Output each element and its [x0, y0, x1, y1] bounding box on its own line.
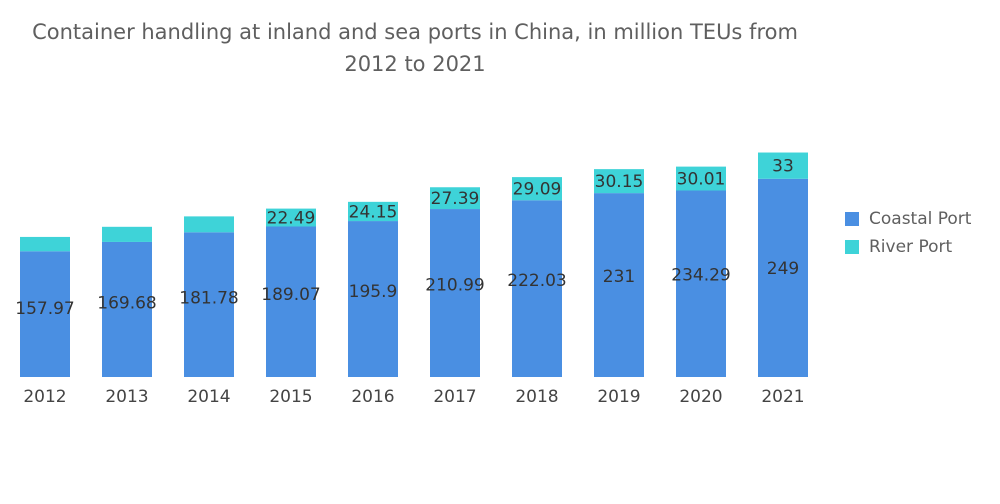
legend-item-coastal-port: Coastal Port	[845, 205, 971, 233]
bars-group: 157.97 169.68 181.78 189.07 22.49 195.9 24.15 2…	[15, 152, 808, 377]
bar-coastal-port-2018	[512, 200, 562, 377]
bar-coastal-port-2021	[758, 178, 808, 377]
bar-river-port-2020	[676, 166, 726, 191]
x-axis-labels: 2012 2013 2014 2015 2016 2017 2018 2019 2020 2021	[23, 387, 804, 407]
data-label-river-port-2017: 27.39	[431, 189, 480, 209]
bar-river-port-2012	[20, 236, 70, 252]
legend-label-river-port: River Port	[869, 237, 953, 257]
data-label-coastal-port-2021: 249	[767, 259, 799, 279]
x-tick-label-2018: 2018	[515, 387, 558, 407]
data-label-coastal-port-2020: 234.29	[671, 265, 730, 285]
bar-river-port-2013	[102, 226, 152, 242]
legend: Coastal Port River Port	[845, 205, 971, 261]
data-label-river-port-2020: 30.01	[677, 170, 726, 190]
data-label-coastal-port-2013: 169.68	[97, 294, 156, 314]
legend-swatch-coastal-port	[845, 212, 859, 226]
bar-coastal-port-2014	[184, 232, 234, 377]
x-tick-label-2017: 2017	[433, 387, 476, 407]
data-label-coastal-port-2017: 210.99	[425, 276, 484, 296]
legend-item-river-port: River Port	[845, 233, 971, 261]
bar-coastal-port-2017	[430, 209, 480, 377]
chart-title: Container handling at inland and sea por…	[0, 16, 830, 80]
data-label-river-port-2019: 30.15	[595, 172, 644, 192]
data-label-river-port-2021: 33	[772, 157, 794, 177]
bar-coastal-port-2015	[266, 226, 316, 377]
bar-river-port-2018	[512, 177, 562, 201]
data-label-coastal-port-2014: 181.78	[179, 288, 238, 308]
bar-river-port-2015	[266, 208, 316, 227]
chart-title-line-1: Container handling at inland and sea por…	[32, 20, 798, 44]
bar-river-port-2017	[430, 187, 480, 210]
x-tick-label-2015: 2015	[269, 387, 312, 407]
x-tick-label-2021: 2021	[761, 387, 804, 407]
data-label-river-port-2015: 22.49	[267, 209, 316, 229]
data-label-coastal-port-2018: 222.03	[507, 271, 566, 291]
x-tick-label-2014: 2014	[187, 387, 230, 407]
data-label-coastal-port-2016: 195.9	[349, 282, 398, 302]
x-tick-label-2016: 2016	[351, 387, 394, 407]
bar-coastal-port-2019	[594, 193, 644, 377]
x-tick-label-2013: 2013	[105, 387, 148, 407]
legend-label-coastal-port: Coastal Port	[869, 209, 972, 229]
data-label-coastal-port-2015: 189.07	[261, 285, 320, 305]
legend-swatch-river-port	[845, 240, 859, 254]
data-label-coastal-port-2019: 231	[603, 267, 635, 287]
bar-coastal-port-2020	[676, 190, 726, 377]
data-label-river-port-2018: 29.09	[513, 180, 562, 200]
bar-river-port-2021	[758, 152, 808, 179]
x-tick-label-2020: 2020	[679, 387, 722, 407]
bar-coastal-port-2016	[348, 221, 398, 377]
bar-coastal-port-2013	[102, 241, 152, 377]
bar-river-port-2014	[184, 216, 234, 233]
bar-river-port-2016	[348, 201, 398, 222]
bar-river-port-2019	[594, 169, 644, 194]
bar-coastal-port-2012	[20, 251, 70, 377]
x-tick-label-2019: 2019	[597, 387, 640, 407]
x-tick-label-2012: 2012	[23, 387, 66, 407]
data-label-coastal-port-2012: 157.97	[15, 299, 74, 319]
data-label-river-port-2016: 24.15	[349, 202, 398, 222]
chart-title-line-2: 2012 to 2021	[344, 52, 486, 76]
